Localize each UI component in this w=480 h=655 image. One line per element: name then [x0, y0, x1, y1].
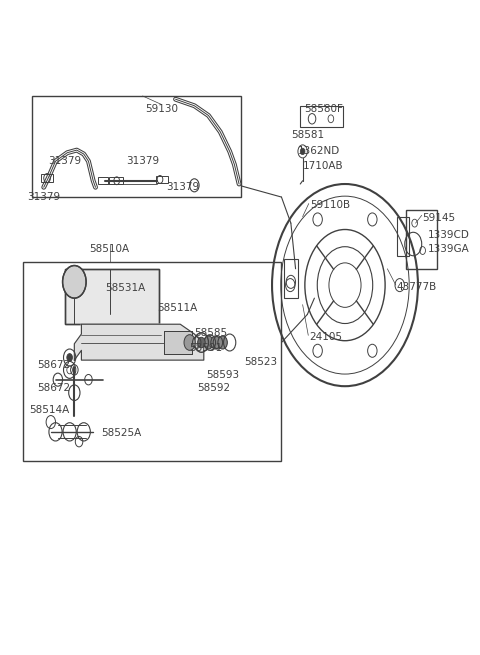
Bar: [300, 105, 343, 126]
Text: 31379: 31379: [27, 192, 60, 202]
Circle shape: [184, 335, 195, 350]
Text: 58585: 58585: [194, 328, 228, 338]
Text: 59130: 59130: [145, 104, 178, 114]
Bar: [41, 174, 53, 182]
Circle shape: [218, 336, 228, 349]
Circle shape: [67, 354, 72, 362]
Bar: [164, 331, 192, 354]
Text: 58531A: 58531A: [105, 284, 145, 293]
Text: 58593: 58593: [206, 370, 239, 380]
Polygon shape: [74, 324, 204, 360]
Bar: [164, 331, 192, 354]
Bar: [65, 269, 159, 324]
Bar: [397, 217, 408, 255]
Bar: [23, 262, 281, 461]
Text: 58591: 58591: [190, 343, 223, 353]
Bar: [32, 96, 241, 197]
Circle shape: [62, 265, 86, 298]
Text: 59110B: 59110B: [310, 200, 350, 210]
Text: 58523: 58523: [244, 357, 277, 367]
Text: 31379: 31379: [48, 156, 82, 166]
Text: 58514A: 58514A: [29, 405, 69, 415]
Bar: [156, 176, 168, 183]
Text: 59145: 59145: [423, 213, 456, 223]
Text: 1339GA: 1339GA: [427, 244, 469, 254]
Text: 58672: 58672: [36, 383, 70, 393]
Bar: [98, 178, 108, 184]
Text: 1710AB: 1710AB: [302, 161, 343, 172]
Text: 58592: 58592: [197, 383, 230, 392]
Text: 58511A: 58511A: [156, 303, 197, 313]
Text: 58580F: 58580F: [304, 104, 343, 114]
Circle shape: [300, 148, 305, 155]
Circle shape: [204, 336, 213, 349]
Bar: [406, 210, 437, 269]
Bar: [108, 178, 123, 184]
Text: 58510A: 58510A: [90, 244, 130, 254]
Text: 43777B: 43777B: [397, 282, 437, 292]
Bar: [65, 269, 159, 324]
Text: 58672: 58672: [36, 360, 70, 369]
Text: 31379: 31379: [166, 182, 199, 193]
Text: 1362ND: 1362ND: [298, 147, 340, 157]
Circle shape: [211, 336, 220, 349]
Text: 58525A: 58525A: [101, 428, 142, 438]
Text: 24105: 24105: [310, 332, 343, 343]
Text: 31379: 31379: [126, 156, 159, 166]
Text: 58581: 58581: [291, 130, 324, 140]
Circle shape: [198, 337, 205, 348]
Bar: [284, 259, 298, 298]
Text: 1339CD: 1339CD: [427, 230, 469, 240]
